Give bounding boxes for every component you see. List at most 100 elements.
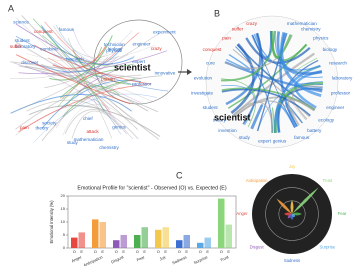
negative-word: attack bbox=[86, 129, 99, 134]
bar bbox=[92, 219, 99, 248]
edge bbox=[29, 47, 123, 73]
bar bbox=[141, 227, 148, 248]
series-label: O bbox=[115, 249, 118, 254]
word: biology bbox=[323, 47, 338, 52]
series-label: O bbox=[157, 249, 160, 254]
edge bbox=[64, 109, 139, 140]
edge bbox=[72, 56, 118, 65]
word: genius bbox=[112, 124, 126, 129]
flower-label: Sadness bbox=[284, 258, 300, 263]
y-tick-label: 10 bbox=[61, 219, 66, 224]
negative-word: suffer bbox=[232, 27, 244, 32]
bar bbox=[162, 227, 169, 248]
edge bbox=[221, 78, 257, 128]
word: innovative bbox=[155, 70, 176, 75]
edge bbox=[285, 102, 303, 127]
flower-label: Surprise bbox=[320, 244, 336, 249]
bar bbox=[78, 232, 85, 248]
edge bbox=[42, 35, 134, 67]
bar bbox=[197, 242, 204, 248]
word: biology bbox=[108, 47, 123, 52]
negative-word: crazy bbox=[246, 21, 258, 26]
edge bbox=[18, 65, 158, 113]
panel-label: A bbox=[8, 3, 14, 13]
word: genius bbox=[273, 139, 287, 144]
edge bbox=[18, 84, 147, 133]
edge bbox=[270, 30, 292, 59]
negative-word: suffer bbox=[10, 44, 22, 49]
panel-label: C bbox=[176, 170, 183, 180]
edge bbox=[15, 35, 135, 65]
series-label: E bbox=[164, 249, 167, 254]
word: theory bbox=[213, 117, 226, 122]
edge bbox=[225, 54, 251, 71]
word: ecology bbox=[318, 117, 335, 122]
edge bbox=[40, 24, 169, 92]
word: professor bbox=[331, 90, 351, 95]
petal bbox=[291, 213, 295, 217]
word: laboratory bbox=[332, 75, 353, 80]
word: study bbox=[67, 140, 79, 145]
word: battery bbox=[307, 128, 322, 133]
word: investigate bbox=[191, 90, 213, 95]
flower-ring bbox=[265, 187, 319, 241]
word: famous bbox=[59, 27, 75, 32]
bar bbox=[113, 240, 120, 248]
word: famous bbox=[294, 135, 310, 140]
flower-label: Anticipation bbox=[246, 178, 268, 183]
bar bbox=[218, 198, 225, 248]
edge bbox=[242, 32, 264, 125]
series-label: O bbox=[94, 249, 97, 254]
edge bbox=[49, 35, 113, 81]
category-label: Anger bbox=[71, 254, 83, 263]
word: expert bbox=[258, 139, 271, 144]
y-axis-label: Emotional Intensity (%) bbox=[49, 200, 54, 244]
edge bbox=[256, 33, 288, 132]
bar bbox=[183, 235, 190, 248]
hub-word: scientist bbox=[114, 62, 151, 72]
word: physics bbox=[313, 35, 329, 40]
edge bbox=[21, 15, 160, 140]
word: research bbox=[66, 56, 84, 61]
series-label: O bbox=[178, 249, 181, 254]
word: evolution bbox=[194, 75, 213, 80]
y-tick-label: 0 bbox=[63, 245, 66, 250]
series-label: O bbox=[199, 249, 202, 254]
edge bbox=[49, 63, 102, 134]
word: study bbox=[239, 135, 251, 140]
bar bbox=[120, 235, 127, 248]
series-label: E bbox=[227, 249, 230, 254]
edge bbox=[287, 98, 315, 126]
edge bbox=[18, 32, 160, 110]
category-label: Joy bbox=[159, 254, 167, 261]
word: engineer bbox=[326, 105, 344, 110]
bar bbox=[71, 237, 78, 248]
word: combine bbox=[40, 46, 58, 51]
y-tick-label: 5 bbox=[63, 232, 66, 237]
edge bbox=[292, 85, 323, 120]
bar bbox=[176, 240, 183, 248]
edge bbox=[54, 62, 122, 135]
word: chemistry bbox=[301, 27, 321, 32]
category-label: Fear bbox=[136, 254, 146, 262]
edge bbox=[15, 54, 131, 105]
bar bbox=[134, 235, 141, 248]
edge bbox=[41, 55, 119, 77]
edge bbox=[15, 41, 110, 110]
word: science bbox=[13, 19, 29, 24]
panel-label: B bbox=[214, 8, 220, 18]
petal bbox=[290, 200, 294, 214]
edge bbox=[26, 44, 156, 62]
word: research bbox=[329, 61, 347, 66]
edge bbox=[49, 42, 142, 103]
arrowhead bbox=[187, 69, 192, 75]
word: theory bbox=[35, 125, 48, 130]
edge bbox=[72, 46, 103, 67]
word: laboratory bbox=[15, 44, 36, 49]
edge bbox=[253, 33, 321, 71]
word: student bbox=[15, 38, 31, 43]
flower-label: Disgust bbox=[250, 244, 265, 249]
petal bbox=[292, 187, 319, 214]
edge bbox=[44, 21, 120, 84]
